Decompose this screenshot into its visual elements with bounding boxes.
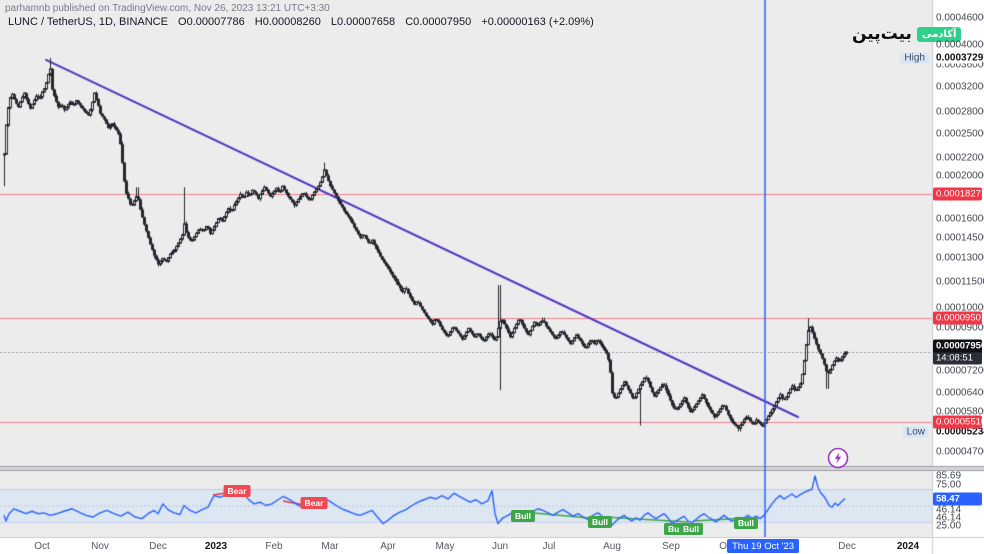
- time-label-dec: Dec: [149, 541, 167, 552]
- price-tick: 0.00011500: [936, 276, 984, 288]
- legend-close: C0.00007950: [405, 16, 472, 28]
- price-tick: 0.00036000: [936, 59, 984, 71]
- price-tick: 0.00025000: [936, 128, 984, 140]
- price-tick: 0.00004700: [936, 446, 984, 458]
- bar-countdown: 14:08:51: [933, 352, 982, 365]
- time-label-may: May: [435, 541, 455, 552]
- last-price-badge: 0.00007950 14:08:51: [933, 339, 982, 365]
- bear-divergence-badge: Bear: [223, 485, 251, 497]
- legend-open: O0.00007786: [178, 16, 245, 28]
- time-label-feb: Feb: [265, 541, 283, 552]
- time-label-sep: Sep: [662, 541, 680, 552]
- watermark-brand: بیت‌پین: [852, 24, 912, 43]
- bull-divergence-badge: Bull: [733, 517, 759, 529]
- watermark-academy-chip: آکادمی: [916, 26, 962, 42]
- price-tick: 0.00032000: [936, 81, 984, 93]
- bull-divergence-badge: Bull: [678, 523, 704, 535]
- legend-high: H0.00008260: [254, 16, 321, 28]
- time-label-jul: Jul: [542, 541, 556, 552]
- rsi-value-badge: 58.47: [933, 492, 982, 506]
- price-tick: 0.00007200: [936, 365, 984, 377]
- price-tick: 0.00014500: [936, 232, 984, 244]
- symbol-title[interactable]: LUNC / TetherUS, 1D, BINANCE: [8, 16, 168, 28]
- price-tick: 0.00006400: [936, 387, 984, 399]
- price-level-badge: 0.00005510: [933, 415, 984, 429]
- time-label-apr: Apr: [380, 541, 396, 552]
- time-label-jun: Jun: [491, 541, 509, 552]
- price-tick: 0.00010000: [936, 302, 984, 314]
- price-tick: 0.00013000: [936, 252, 984, 264]
- price-tick: 0.00016000: [936, 213, 984, 225]
- published-line: parhamnb published on TradingView.com, N…: [5, 3, 330, 14]
- bear-divergence-badge: Bear: [300, 497, 328, 509]
- last-price-value: 0.00007950: [933, 339, 982, 353]
- high-marker-label: High: [900, 52, 929, 64]
- price-tick: 0.00040000: [936, 39, 984, 51]
- time-label-mar: Mar: [321, 541, 339, 552]
- time-label-dec: Dec: [838, 541, 856, 552]
- time-label-2024: 2024: [896, 541, 920, 552]
- bull-divergence-badge: Bull: [510, 510, 536, 522]
- event-date-badge[interactable]: Thu 19 Oct '23: [726, 539, 800, 553]
- symbol-legend: LUNC / TetherUS, 1D, BINANCE O0.00007786…: [8, 16, 601, 28]
- rsi-tick: 75.00: [936, 479, 962, 491]
- price-level-badge: 0.00018271: [933, 187, 984, 201]
- high-value-label: 0.00037297: [936, 52, 984, 64]
- watermark: بیت‌پین آکادمی: [852, 24, 962, 44]
- time-label-oct: Oct: [34, 541, 50, 552]
- price-tick: 0.00009000: [936, 322, 984, 334]
- low-value-label: 0.00005234: [936, 426, 984, 438]
- rsi-tick: 85.69: [936, 470, 962, 482]
- low-marker-label: Low: [902, 426, 929, 438]
- time-label-2023: 2023: [204, 541, 228, 552]
- price-tick: 0.00020000: [936, 170, 984, 182]
- price-level-badge: 0.00009501: [933, 311, 984, 325]
- bull-divergence-badge: Bull: [587, 516, 613, 528]
- legend-low: L0.00007658: [330, 16, 396, 28]
- time-label-aug: Aug: [603, 541, 621, 552]
- lightning-icon[interactable]: [827, 447, 849, 469]
- price-tick: 0.00005800: [936, 406, 984, 418]
- rsi-tick: 25.00: [936, 520, 962, 532]
- price-tick: 0.00022000: [936, 152, 984, 164]
- time-label-nov: Nov: [91, 541, 109, 552]
- legend-change: +0.00000163 (+2.09%): [481, 16, 594, 28]
- price-tick: 0.00028000: [936, 106, 984, 118]
- rsi-tick: 46.14: [936, 512, 962, 524]
- rsi-tick: 46.14: [936, 504, 962, 516]
- price-tick: 0.00046000: [936, 12, 984, 24]
